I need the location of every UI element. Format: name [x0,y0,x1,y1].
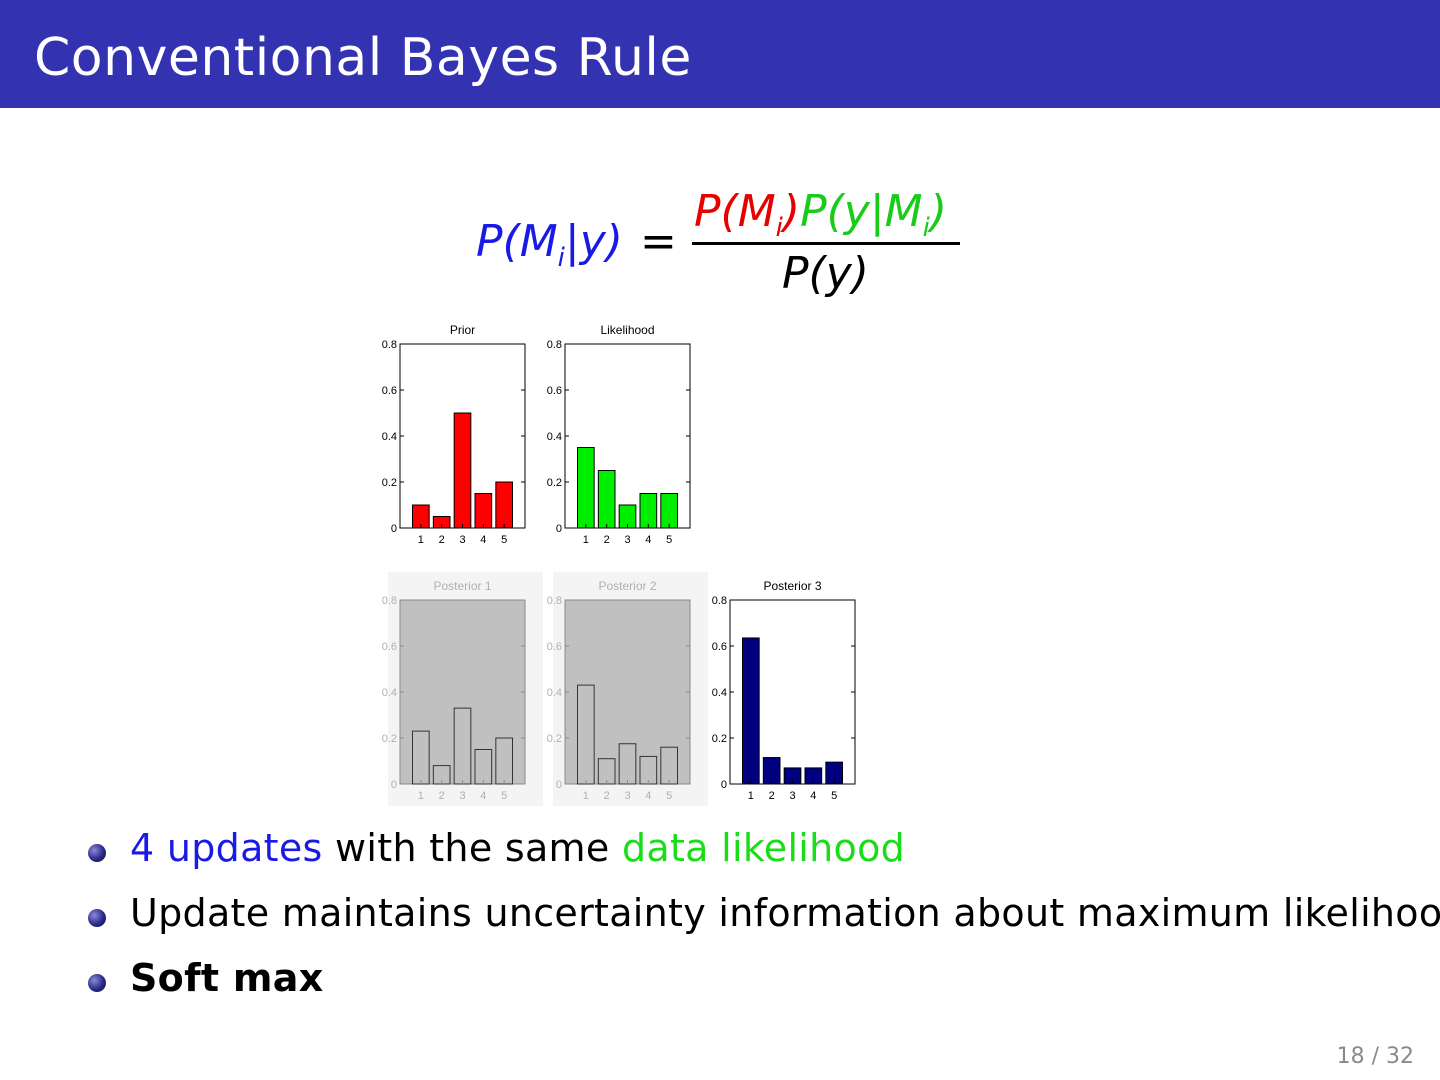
bullet-list: 4 updates with the same data likelihood … [88,826,1440,1021]
x-tick-label: 3 [459,790,465,802]
x-tick-label: 2 [439,790,445,802]
formula-numerator: P(Mi)P(y|Mi) [694,186,947,243]
y-tick-label: 0.2 [382,477,397,489]
bullet-item: Update maintains uncertainty information… [88,891,1440,956]
bar-posterior-1-4 [474,749,493,785]
bullet-icon [88,844,106,862]
bar-charts-panel: Prior 0 0.2 0.4 0.6 0.8 1 2 3 4 5 Likelihood 0 0.2 0.4… [382,323,856,806]
page-number: 18 / 32 [1336,1044,1414,1069]
y-tick-label: 0.6 [382,641,397,653]
bar-likelihood-4 [639,493,658,529]
formula-equals: = [640,216,677,267]
y-tick-label: 0.8 [547,595,562,607]
x-tick-label: 4 [645,790,651,802]
x-tick-label: 3 [624,534,630,546]
chart-title-posterior-1: Posterior 1 [433,579,491,593]
y-tick-label: 0.6 [547,385,562,397]
y-tick-label: 0 [556,779,562,791]
y-tick-label: 0.6 [382,385,397,397]
x-tick-label: 4 [480,790,486,802]
y-tick-label: 0 [391,779,397,791]
y-tick-label: 0.6 [547,641,562,653]
bullet-icon [88,974,106,992]
bar-posterior-2-5 [660,746,679,785]
y-tick-label: 0.8 [712,595,727,607]
y-tick-label: 0.4 [712,687,727,699]
x-tick-label: 3 [624,790,630,802]
bullet-icon [88,909,106,927]
x-tick-label: 3 [789,790,795,802]
bar-posterior-2-3 [618,743,637,785]
x-tick-label: 5 [831,790,837,802]
x-tick-label: 4 [645,534,651,546]
x-tick-label: 2 [769,790,775,802]
bullet-highlight-updates: 4 updates [130,826,323,870]
x-tick-label: 5 [666,790,672,802]
x-tick-label: 1 [418,534,424,546]
y-tick-label: 0.4 [382,431,397,443]
x-tick-label: 4 [480,534,486,546]
y-tick-label: 0 [556,523,562,535]
chart-title-likelihood: Likelihood [600,323,654,337]
y-tick-label: 0.4 [547,687,562,699]
bar-posterior-1-1 [412,730,430,785]
chart-title-posterior-2: Posterior 2 [598,579,656,593]
y-tick-label: 0.8 [382,595,397,607]
x-tick-label: 2 [439,534,445,546]
bar-prior-4 [474,493,493,529]
bullet-item: Soft max [88,956,1428,1021]
x-tick-label: 5 [501,534,507,546]
bar-posterior-1-3 [453,707,472,785]
y-tick-label: 0 [391,523,397,535]
bar-likelihood-1 [577,447,595,529]
y-tick-label: 0.8 [382,339,397,351]
bar-prior-3 [453,412,472,529]
slide-header: Conventional Bayes Rule [0,0,1440,108]
bar-posterior-3-1 [742,637,760,785]
x-tick-label: 3 [459,534,465,546]
x-tick-label: 2 [604,790,610,802]
y-tick-label: 0.6 [712,641,727,653]
bar-likelihood-5 [660,493,679,529]
slide-title: Conventional Bayes Rule [34,28,692,88]
bullet-text-middle: with the same [322,826,622,870]
x-tick-label: 1 [583,534,589,546]
bullet-text: Update maintains uncertainty information… [130,891,1440,935]
bullet-highlight-likelihood: data likelihood [621,826,906,870]
y-tick-label: 0.2 [547,733,562,745]
bar-likelihood-2 [597,470,616,529]
x-tick-label: 1 [583,790,589,802]
bayes-formula: P(Mi|y) = P(Mi)P(y|Mi) P(y) [476,186,976,306]
y-tick-label: 0.2 [382,733,397,745]
x-tick-label: 4 [810,790,816,802]
x-tick-label: 5 [666,534,672,546]
bar-posterior-2-4 [639,755,658,785]
y-tick-label: 0.2 [712,733,727,745]
formula-denominator: P(y) [782,248,869,299]
bar-prior-5 [495,481,513,529]
fraction-line [692,242,960,245]
chart-title-posterior-3: Posterior 3 [763,579,821,593]
y-tick-label: 0.2 [547,477,562,489]
x-tick-label: 1 [418,790,424,802]
bullet-text: Soft max [130,956,324,1000]
bar-posterior-1-5 [495,737,513,785]
y-tick-label: 0.4 [547,431,562,443]
y-tick-label: 0.4 [382,687,397,699]
chart-title-prior: Prior [450,323,475,337]
y-tick-label: 0.8 [547,339,562,351]
y-tick-label: 0 [721,779,727,791]
bullet-item: 4 updates with the same data likelihood [88,826,1428,891]
formula-prior: P(Mi) [694,186,801,243]
x-tick-label: 5 [501,790,507,802]
formula-lhs: P(Mi|y) [476,216,623,273]
x-tick-label: 2 [604,534,610,546]
formula-likelihood: P(y|Mi) [800,186,948,243]
bar-posterior-2-1 [577,684,595,785]
x-tick-label: 1 [748,790,754,802]
